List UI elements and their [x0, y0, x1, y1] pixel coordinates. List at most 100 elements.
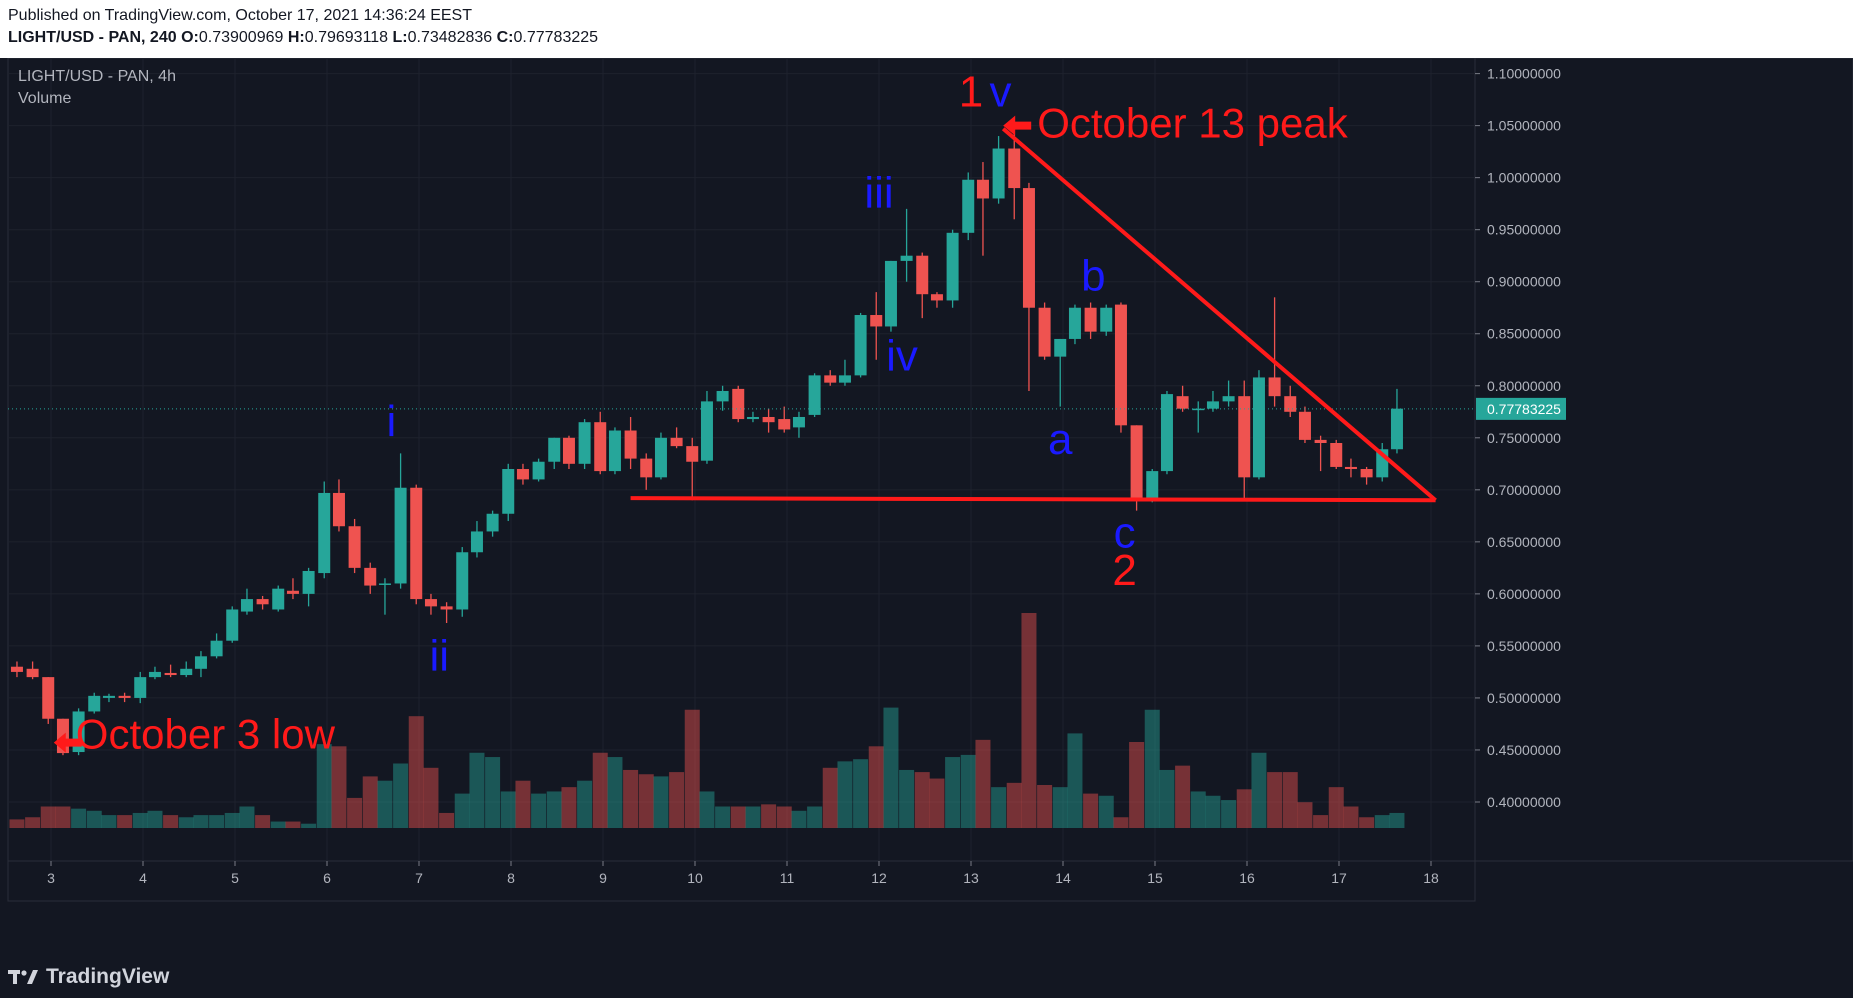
- candle-body[interactable]: [916, 255, 929, 295]
- candle-body[interactable]: [1160, 394, 1173, 472]
- candle-body[interactable]: [792, 416, 805, 428]
- candle-body[interactable]: [1390, 408, 1403, 450]
- time-axis[interactable]: [7, 860, 1476, 902]
- candle-body[interactable]: [240, 599, 253, 612]
- candle-body[interactable]: [1054, 338, 1067, 357]
- candle-body[interactable]: [1130, 425, 1143, 501]
- candle-body[interactable]: [1330, 443, 1343, 467]
- candle-body[interactable]: [164, 672, 177, 676]
- candle-body[interactable]: [1360, 469, 1373, 478]
- candle-body[interactable]: [1192, 408, 1205, 411]
- candle-body[interactable]: [88, 695, 101, 712]
- candle-body[interactable]: [256, 599, 269, 605]
- candle-body[interactable]: [332, 492, 345, 527]
- candle-body[interactable]: [1038, 307, 1051, 357]
- candle-body[interactable]: [700, 401, 713, 461]
- candle-body[interactable]: [486, 513, 499, 532]
- candle-body[interactable]: [42, 677, 55, 719]
- candle-body[interactable]: [686, 446, 699, 462]
- candle-body[interactable]: [900, 255, 913, 261]
- candle-body[interactable]: [134, 677, 147, 698]
- candle-body[interactable]: [946, 232, 959, 301]
- candle-body[interactable]: [824, 375, 837, 383]
- candle-body[interactable]: [1022, 188, 1035, 308]
- price-tick-label: 0.40000000: [1487, 794, 1561, 810]
- candle-body[interactable]: [348, 526, 361, 568]
- candle-body[interactable]: [562, 437, 575, 464]
- candle-body[interactable]: [378, 583, 391, 585]
- tradingview-logo[interactable]: TradingView: [8, 965, 169, 989]
- candle-body[interactable]: [286, 590, 299, 594]
- candle-body[interactable]: [1008, 148, 1021, 189]
- candle-body[interactable]: [532, 461, 545, 480]
- candle-body[interactable]: [1084, 307, 1097, 332]
- candle-body[interactable]: [838, 375, 851, 383]
- candle-body[interactable]: [318, 492, 331, 574]
- candle-body[interactable]: [640, 458, 653, 478]
- price-chart[interactable]: 1.10000000 1.05000000 1.00000000 0.95000000…: [0, 58, 1853, 954]
- candle-body[interactable]: [440, 606, 453, 610]
- candle-body[interactable]: [870, 315, 883, 327]
- candle-body[interactable]: [1252, 377, 1265, 478]
- candle-body[interactable]: [1176, 396, 1189, 409]
- candle-body[interactable]: [118, 695, 131, 698]
- candle-body[interactable]: [1068, 307, 1081, 339]
- candle-body[interactable]: [364, 567, 377, 586]
- candle-body[interactable]: [1100, 307, 1113, 332]
- candle-body[interactable]: [424, 599, 437, 607]
- candle-body[interactable]: [394, 487, 407, 584]
- candle-body[interactable]: [670, 437, 683, 447]
- candle-body[interactable]: [470, 531, 483, 553]
- candle-body[interactable]: [210, 640, 223, 657]
- volume-bar: [1236, 789, 1252, 828]
- candle-body[interactable]: [272, 588, 285, 610]
- candle-body[interactable]: [1238, 396, 1251, 478]
- candle-body[interactable]: [194, 656, 207, 669]
- candle-body[interactable]: [548, 437, 561, 462]
- candle-body[interactable]: [1314, 439, 1327, 443]
- candle-body[interactable]: [992, 148, 1005, 199]
- candle-body[interactable]: [762, 416, 775, 423]
- legend-symbol[interactable]: LIGHT/USD - PAN, 4h: [18, 68, 176, 85]
- candle-body[interactable]: [732, 388, 745, 420]
- candle-body[interactable]: [102, 695, 115, 698]
- candle-body[interactable]: [302, 570, 315, 594]
- candle-body[interactable]: [854, 315, 867, 376]
- candle-body[interactable]: [594, 422, 607, 472]
- candle-body[interactable]: [10, 666, 23, 672]
- volume-bar: [531, 793, 547, 828]
- candle-body[interactable]: [226, 609, 239, 641]
- candle-body[interactable]: [746, 416, 759, 420]
- candle-body[interactable]: [26, 668, 39, 678]
- candle-body[interactable]: [808, 375, 821, 415]
- candle-body[interactable]: [624, 430, 637, 459]
- trendline[interactable]: [1001, 127, 1437, 502]
- candle-body[interactable]: [180, 668, 193, 676]
- candle-body[interactable]: [716, 390, 729, 402]
- candle-body[interactable]: [148, 671, 161, 678]
- volume-bar: [301, 823, 317, 828]
- candle-body[interactable]: [410, 487, 423, 600]
- candle-body[interactable]: [884, 260, 897, 327]
- candle-body[interactable]: [1206, 401, 1219, 409]
- candle-body[interactable]: [516, 469, 529, 480]
- candle-body[interactable]: [654, 437, 667, 478]
- price-axis[interactable]: [1474, 58, 1853, 862]
- candle-body[interactable]: [976, 179, 989, 199]
- candle-body[interactable]: [578, 422, 591, 464]
- candle-body[interactable]: [778, 419, 791, 430]
- trendline[interactable]: [630, 496, 1436, 503]
- candle-body[interactable]: [1344, 466, 1357, 470]
- candle-body[interactable]: [1222, 396, 1235, 402]
- candle-body[interactable]: [1114, 304, 1127, 426]
- candle-body[interactable]: [1146, 471, 1159, 501]
- candle-body[interactable]: [608, 430, 621, 472]
- candle-body[interactable]: [502, 469, 515, 514]
- candle-body[interactable]: [1268, 377, 1281, 397]
- candle-body[interactable]: [930, 294, 943, 301]
- legend-volume[interactable]: Volume: [18, 90, 72, 107]
- candle-body[interactable]: [1298, 411, 1311, 440]
- candle-body[interactable]: [962, 179, 975, 233]
- candle-body[interactable]: [456, 552, 469, 610]
- candle-body[interactable]: [1284, 396, 1297, 412]
